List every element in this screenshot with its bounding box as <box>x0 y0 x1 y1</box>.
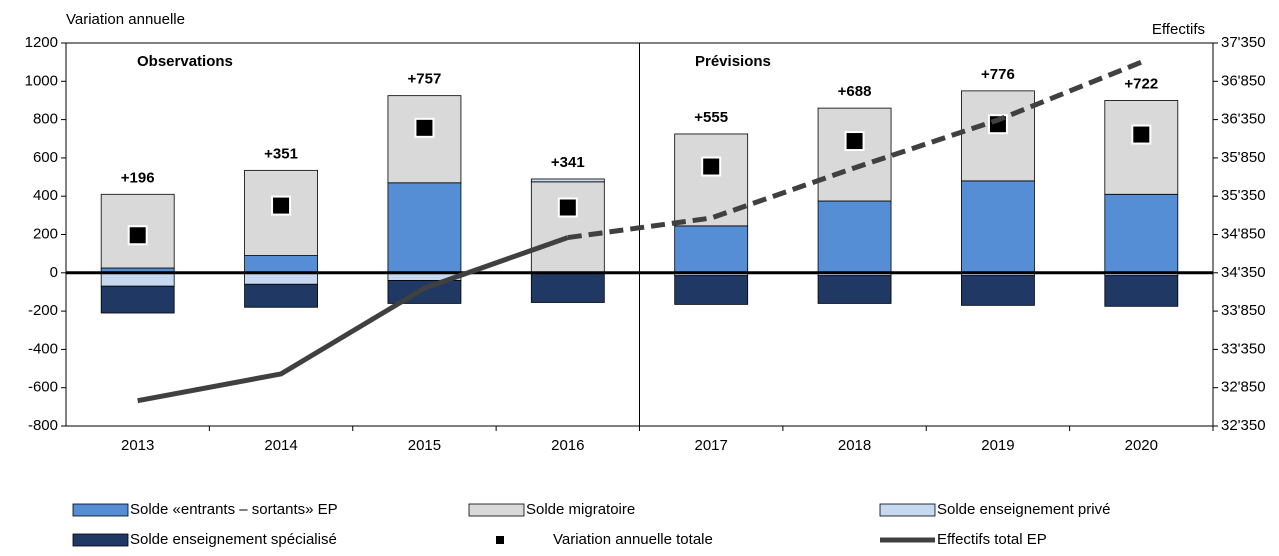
bar-segment <box>674 133 749 227</box>
x-tick-label: 2013 <box>121 437 154 454</box>
legend-swatch <box>72 503 129 517</box>
y-tick-label: 600 <box>33 149 58 166</box>
data-label: +555 <box>694 109 728 126</box>
bar-segment <box>100 272 175 287</box>
legend-label: Variation annuelle totale <box>553 531 713 548</box>
y-tick-label: -400 <box>28 340 58 357</box>
data-label: +351 <box>264 145 298 162</box>
total-marker <box>557 197 578 218</box>
x-tick-label: 2017 <box>695 437 728 454</box>
legend-swatch <box>496 536 504 544</box>
line-forecast <box>567 59 1143 241</box>
data-label: +757 <box>408 71 442 88</box>
bar-segment <box>817 107 892 202</box>
y-tick-label: 0 <box>50 264 58 281</box>
total-marker <box>1131 124 1152 145</box>
total-marker <box>414 117 435 138</box>
bar-segment <box>961 275 1035 306</box>
bar-segment <box>244 255 318 274</box>
bar-segment <box>387 95 462 184</box>
bar-segment <box>1104 193 1179 274</box>
data-label: +196 <box>121 169 155 186</box>
y2-tick-label: 36'350 <box>1221 111 1266 128</box>
y2-tick-label: 33'350 <box>1221 340 1266 357</box>
bar-segment <box>530 181 605 274</box>
bar-segment <box>1104 100 1179 195</box>
legend-label: Solde migratoire <box>526 501 635 518</box>
y-tick-label: 800 <box>33 111 58 128</box>
legend-label: Solde enseignement spécialisé <box>130 531 337 548</box>
x-tick-label: 2014 <box>264 437 297 454</box>
bar-segment <box>1104 275 1179 307</box>
legend-swatch <box>879 503 936 517</box>
y-tick-label: -200 <box>28 302 58 319</box>
bar-segment <box>674 225 749 274</box>
legend-swatch <box>468 503 525 517</box>
data-label: +341 <box>551 154 585 171</box>
annotation: Prévisions <box>695 53 771 70</box>
y2-tick-label: 34'350 <box>1221 264 1266 281</box>
y2-tick-label: 35'850 <box>1221 149 1266 166</box>
total-marker <box>844 131 865 152</box>
legend-label: Effectifs total EP <box>937 531 1047 548</box>
data-label: +688 <box>838 83 872 100</box>
bar-segment <box>530 272 605 303</box>
total-marker <box>701 156 722 177</box>
y2-tick-label: 34'850 <box>1221 225 1266 242</box>
bar-segment <box>961 180 1035 274</box>
x-tick-label: 2019 <box>981 437 1014 454</box>
bar-segment <box>530 178 605 183</box>
y-tick-label: -800 <box>28 417 58 434</box>
data-label: +776 <box>981 66 1015 83</box>
legend-label: Solde «entrants – sortants» EP <box>130 501 338 518</box>
y2-tick-label: 36'850 <box>1221 72 1266 89</box>
y2-tick-label: 33'850 <box>1221 302 1266 319</box>
total-marker <box>271 195 292 216</box>
line <box>137 235 569 404</box>
bar-segment <box>387 182 462 274</box>
data-label: +722 <box>1124 75 1158 92</box>
x-tick-label: 2015 <box>408 437 441 454</box>
y2-tick-label: 35'350 <box>1221 187 1266 204</box>
x-tick-label: 2018 <box>838 437 871 454</box>
x-tick-label: 2016 <box>551 437 584 454</box>
bar-segment <box>387 280 462 304</box>
bar-segment <box>817 275 892 304</box>
total-marker <box>127 225 148 246</box>
bar-segment <box>817 200 892 274</box>
y2-tick-label: 32'350 <box>1221 417 1266 434</box>
y2-tick-label: 32'850 <box>1221 379 1266 396</box>
y2-axis-label: Effectifs <box>1152 21 1205 38</box>
legend-label: Solde enseignement privé <box>937 501 1110 518</box>
legend-swatch <box>72 533 129 547</box>
y-tick-label: 400 <box>33 187 58 204</box>
bar-segment <box>244 283 318 308</box>
y-tick-label: 1000 <box>25 72 58 89</box>
y-axis-label: Variation annuelle <box>66 11 185 28</box>
bar-segment <box>244 272 318 285</box>
x-tick-label: 2020 <box>1125 437 1158 454</box>
y-tick-label: 1200 <box>25 34 58 51</box>
y-tick-label: -600 <box>28 379 58 396</box>
annotation: Observations <box>137 53 233 70</box>
y2-tick-label: 37'350 <box>1221 34 1266 51</box>
bar-segment <box>961 90 1035 182</box>
y-tick-label: 200 <box>33 225 58 242</box>
bar-segment <box>674 275 749 305</box>
bar-segment <box>100 285 175 314</box>
